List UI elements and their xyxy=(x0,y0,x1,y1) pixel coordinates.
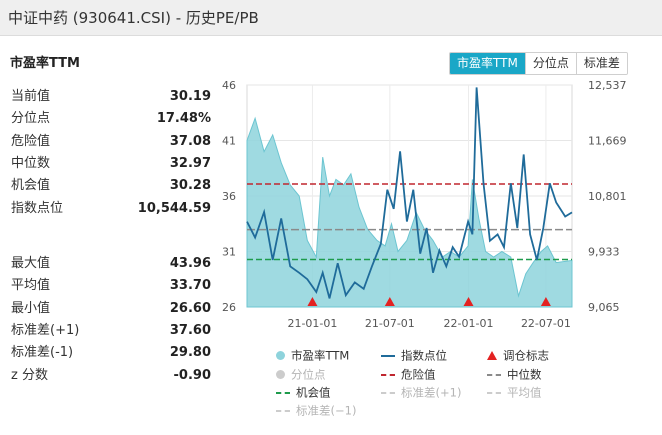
stat-row: 机会值 30.28 xyxy=(11,175,211,197)
left-axis-tick-label: 41 xyxy=(222,135,236,148)
stat-row: 标准差(-1) 29.80 xyxy=(11,342,211,364)
left-axis-tick-label: 31 xyxy=(222,246,236,259)
legend-label: 市盈率TTM xyxy=(291,348,350,363)
stat-label: 最小值 xyxy=(11,300,51,316)
rebalance-marker xyxy=(463,297,474,306)
right-axis-tick-label: 9,065 xyxy=(588,301,620,314)
legend-item[interactable]: 标准差(−1) xyxy=(276,402,356,418)
x-axis-tick-label: 21-07-01 xyxy=(365,317,415,330)
stat-label: 当前值 xyxy=(11,89,51,104)
stat-value: 43.96 xyxy=(169,256,211,271)
legend-label: 标准差(+1) xyxy=(401,385,462,400)
legend-label: 危险值 xyxy=(401,367,436,382)
legend-label: 中位数 xyxy=(507,367,542,382)
section-title: 市盈率TTM xyxy=(10,56,80,71)
stat-row: 危险值 37.08 xyxy=(11,131,211,153)
legend-item[interactable]: 平均值 xyxy=(487,384,542,400)
stat-value: 17.48% xyxy=(156,111,211,127)
stat-value: 30.19 xyxy=(169,89,211,104)
legend-item[interactable]: 市盈率TTM xyxy=(276,347,349,363)
legend-triangle-icon xyxy=(487,351,497,360)
x-axis-tick-label: 21-01-01 xyxy=(287,317,337,330)
stat-value: 29.80 xyxy=(169,345,211,361)
rebalance-marker xyxy=(540,297,551,306)
index-series-line xyxy=(246,87,573,299)
stat-row: 最小值 26.60 xyxy=(11,298,211,320)
legend-dash-icon xyxy=(381,373,395,376)
legend-label: 平均值 xyxy=(507,385,542,400)
right-axis-tick-label: 10,801 xyxy=(588,190,627,203)
legend-item[interactable]: 调仓标志 xyxy=(487,347,549,363)
stat-row: 分位点 17.48% xyxy=(11,108,211,130)
legend-label: 机会值 xyxy=(296,385,331,400)
legend-dot-icon xyxy=(276,370,285,379)
stat-label: z 分数 xyxy=(11,367,48,383)
stat-label: 平均值 xyxy=(11,278,51,294)
stat-row: 平均值 33.70 xyxy=(11,275,211,297)
rebalance-marker xyxy=(307,297,318,306)
legend-dash-icon xyxy=(487,373,501,376)
right-axis-tick-label: 12,537 xyxy=(588,79,627,92)
legend-item[interactable]: 机会值 xyxy=(276,384,331,400)
legend-item[interactable]: 分位点 xyxy=(276,366,326,382)
legend-label: 指数点位 xyxy=(401,348,447,363)
stat-label: 标准差(-1) xyxy=(11,345,74,361)
stat-label: 标准差(+1) xyxy=(11,322,80,338)
left-axis-tick-label: 36 xyxy=(222,190,236,203)
stat-label: 危险值 xyxy=(11,133,51,149)
tab-1[interactable]: 分位点 xyxy=(524,53,576,74)
stat-row: 标准差(+1) 37.60 xyxy=(11,320,211,342)
left-axis-tick-label: 26 xyxy=(222,301,236,314)
legend-dash-icon xyxy=(487,391,501,394)
right-axis-tick-label: 9,933 xyxy=(588,246,620,259)
stat-row: 当前值 30.19 xyxy=(11,86,211,108)
stat-label: 最大值 xyxy=(11,256,51,271)
stat-value: 37.60 xyxy=(169,322,211,338)
stat-label: 机会值 xyxy=(11,178,51,194)
stat-row: 中位数 32.97 xyxy=(11,153,211,175)
tab-2[interactable]: 标准差 xyxy=(575,53,627,74)
legend-dash-icon xyxy=(276,391,290,394)
metric-tab-group: 市盈率TTM 分位点 标准差 xyxy=(449,52,628,75)
title-bar: 中证中药 (930641.CSI) - 历史PE/PB xyxy=(0,0,662,36)
stat-label: 指数点位 xyxy=(11,200,64,216)
legend-item[interactable]: 中位数 xyxy=(487,366,542,382)
right-axis-tick-label: 11,669 xyxy=(588,135,627,148)
stat-row: 最大值 43.96 xyxy=(11,253,211,275)
stat-label: 分位点 xyxy=(11,111,51,127)
stat-label: 中位数 xyxy=(11,155,51,171)
stat-value: 32.97 xyxy=(169,155,211,171)
x-axis-tick-label: 22-01-01 xyxy=(444,317,494,330)
legend-label: 调仓标志 xyxy=(503,348,549,363)
legend-item[interactable]: 危险值 xyxy=(381,366,436,382)
stat-row: z 分数 -0.90 xyxy=(11,365,211,387)
legend-label: 标准差(−1) xyxy=(296,403,357,418)
rebalance-marker xyxy=(384,297,395,306)
stat-value: 26.60 xyxy=(169,300,211,316)
stat-value: 30.28 xyxy=(169,178,211,194)
x-axis-tick-label: 22-07-01 xyxy=(521,317,571,330)
stat-value: 10,544.59 xyxy=(137,200,211,216)
stat-value: 33.70 xyxy=(169,278,211,294)
stat-value: 37.08 xyxy=(169,133,211,149)
legend-dash-icon xyxy=(276,409,290,412)
legend-label: 分位点 xyxy=(291,367,326,382)
legend-item[interactable]: 标准差(+1) xyxy=(381,384,461,400)
left-axis-tick-label: 46 xyxy=(222,79,236,92)
stat-value: -0.90 xyxy=(173,367,211,383)
legend-dash-icon xyxy=(381,391,395,394)
tab-0[interactable]: 市盈率TTM xyxy=(450,53,525,74)
legend-dot-icon xyxy=(276,351,285,360)
legend-item[interactable]: 指数点位 xyxy=(381,347,447,363)
legend-line-icon xyxy=(381,354,395,357)
window-title: 中证中药 (930641.CSI) - 历史PE/PB xyxy=(8,9,259,27)
stat-row: 指数点位 10,544.59 xyxy=(11,198,211,220)
